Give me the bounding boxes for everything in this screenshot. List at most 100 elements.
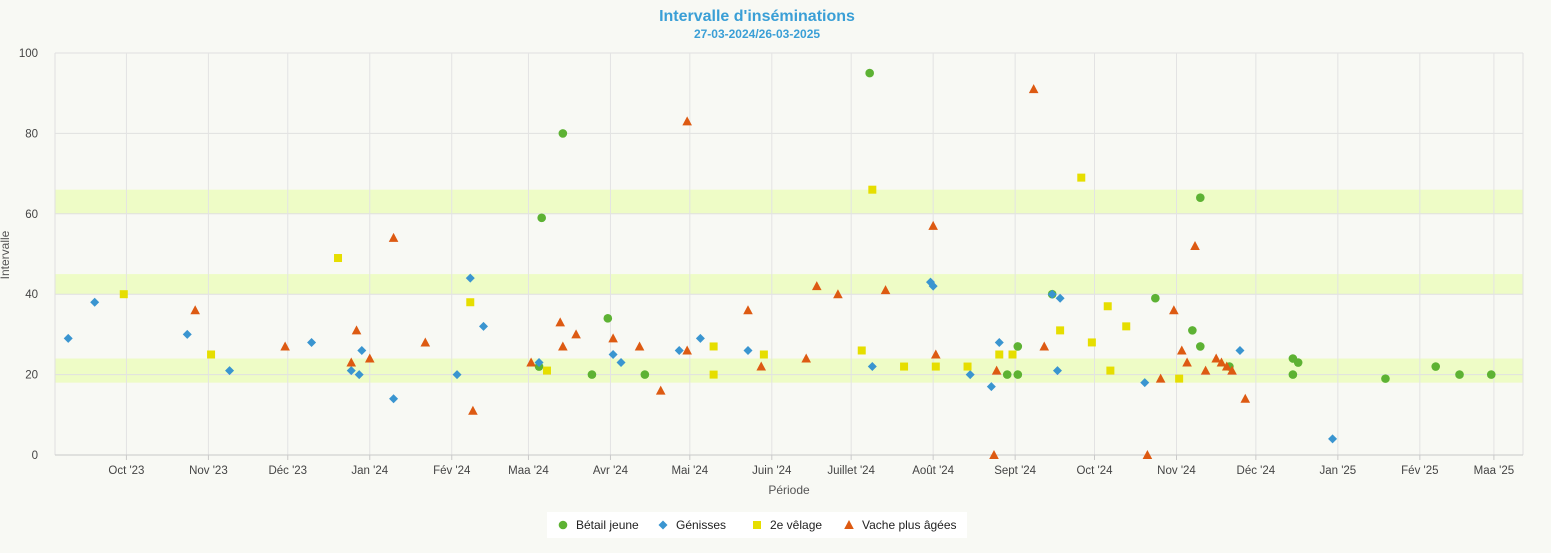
data-point bbox=[1196, 193, 1205, 203]
data-point bbox=[963, 362, 972, 371]
x-axis-label: Période bbox=[768, 483, 810, 497]
x-tick-label: Oct '23 bbox=[108, 465, 144, 477]
legend-item[interactable]: 2e vêlage bbox=[753, 518, 822, 532]
legend-label: Génisses bbox=[676, 518, 726, 532]
grid-lines bbox=[54, 52, 1524, 460]
data-point bbox=[357, 345, 367, 355]
legend-label: Vache plus âgées bbox=[862, 518, 957, 532]
data-point bbox=[743, 345, 753, 355]
data-point bbox=[1002, 370, 1012, 379]
x-tick-label: Jan '25 bbox=[1319, 465, 1356, 477]
data-point bbox=[1235, 345, 1245, 355]
data-point bbox=[354, 370, 364, 380]
y-axis-label: Intervalle bbox=[0, 230, 12, 279]
data-point bbox=[90, 297, 100, 307]
data-point bbox=[616, 358, 626, 368]
data-point bbox=[587, 370, 597, 379]
data-point bbox=[603, 314, 613, 323]
data-point bbox=[465, 273, 475, 283]
data-point bbox=[931, 362, 940, 371]
data-point bbox=[388, 232, 399, 242]
data-point bbox=[867, 362, 877, 372]
data-point bbox=[478, 321, 488, 331]
y-tick-label: 20 bbox=[25, 370, 38, 382]
data-point bbox=[346, 366, 356, 376]
data-point bbox=[558, 341, 568, 351]
data-point bbox=[1028, 84, 1039, 94]
legend-item[interactable]: Génisses bbox=[658, 518, 727, 532]
data-point bbox=[346, 357, 357, 367]
data-point bbox=[452, 370, 462, 380]
data-point bbox=[682, 116, 692, 126]
data-point bbox=[1106, 366, 1115, 375]
data-point bbox=[756, 361, 767, 371]
data-point bbox=[571, 329, 581, 339]
data-point bbox=[1169, 305, 1179, 315]
data-point bbox=[1328, 434, 1338, 444]
data-point bbox=[928, 281, 938, 291]
data-point bbox=[655, 385, 666, 395]
legend-marker bbox=[658, 520, 668, 530]
data-point bbox=[674, 345, 684, 355]
x-tick-label: Juillet '24 bbox=[827, 465, 875, 477]
data-point bbox=[965, 370, 975, 380]
series-square bbox=[119, 173, 1184, 383]
chart-title: Intervalle d'inséminations bbox=[659, 8, 855, 25]
data-point bbox=[634, 341, 645, 351]
data-point bbox=[1176, 345, 1187, 355]
chart-subtitle: 27-03-2024/26-03-2025 bbox=[694, 27, 820, 41]
data-point bbox=[759, 350, 768, 359]
data-point bbox=[989, 450, 999, 459]
data-point bbox=[833, 289, 843, 299]
x-axis-ticks: Oct '23 Nov '23 Déc '23 Jan '24 Fév '24 Maa '… bbox=[108, 465, 1514, 477]
data-point bbox=[857, 346, 866, 355]
data-point bbox=[1486, 370, 1496, 379]
target-band bbox=[55, 358, 1523, 383]
y-tick-label: 40 bbox=[25, 289, 38, 301]
data-point bbox=[1288, 370, 1298, 379]
data-point bbox=[526, 357, 536, 367]
data-point bbox=[207, 350, 216, 359]
data-point bbox=[1200, 365, 1211, 375]
x-tick-label: Maa '24 bbox=[508, 465, 549, 477]
data-point bbox=[1013, 370, 1023, 379]
legend-label: Bétail jeune bbox=[576, 518, 639, 532]
data-point bbox=[1142, 450, 1153, 459]
data-point bbox=[608, 333, 618, 343]
data-point bbox=[280, 341, 290, 351]
y-tick-label: 0 bbox=[32, 450, 38, 462]
data-point bbox=[640, 370, 650, 379]
data-point bbox=[931, 349, 941, 359]
data-point bbox=[1455, 370, 1464, 379]
legend-item[interactable]: Bétail jeune bbox=[558, 518, 639, 532]
legend-item[interactable]: Vache plus âgées bbox=[844, 518, 957, 532]
data-point bbox=[709, 370, 718, 379]
x-tick-label: Août '24 bbox=[912, 465, 954, 477]
data-point bbox=[1227, 365, 1237, 375]
data-point bbox=[542, 366, 551, 375]
x-tick-label: Avr '24 bbox=[593, 465, 629, 477]
data-point bbox=[1190, 240, 1200, 250]
data-point bbox=[63, 333, 73, 343]
x-tick-label: Fév '25 bbox=[1401, 465, 1438, 477]
x-tick-label: Fév '24 bbox=[433, 465, 471, 477]
x-tick-label: Sept '24 bbox=[994, 465, 1036, 477]
data-point bbox=[994, 337, 1004, 347]
data-point bbox=[389, 394, 399, 404]
data-point bbox=[1140, 378, 1150, 388]
data-point bbox=[1047, 289, 1057, 299]
data-point bbox=[1431, 362, 1441, 371]
data-point bbox=[119, 290, 128, 299]
y-tick-label: 80 bbox=[25, 128, 38, 140]
data-point bbox=[1155, 373, 1166, 383]
data-point bbox=[1381, 374, 1390, 383]
data-point bbox=[1221, 361, 1232, 371]
data-point bbox=[900, 362, 909, 371]
data-point bbox=[1188, 326, 1197, 335]
data-point bbox=[608, 350, 618, 359]
data-point bbox=[1103, 302, 1112, 311]
data-point bbox=[558, 129, 568, 138]
legend-marker bbox=[844, 520, 854, 529]
x-tick-label: Oct '24 bbox=[1076, 465, 1113, 477]
data-point bbox=[537, 213, 546, 223]
